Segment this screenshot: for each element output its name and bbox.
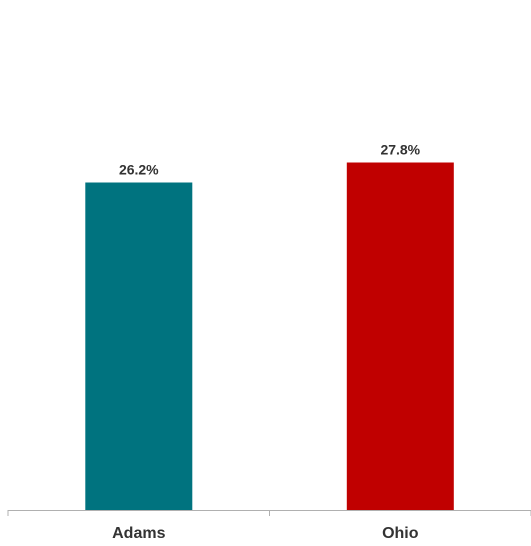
- data-label-adams: 26.2%: [119, 162, 159, 178]
- bar-adams: [85, 182, 193, 510]
- value-labels-group: 26.2% 27.8%: [119, 142, 421, 178]
- bar-ohio: [346, 162, 454, 510]
- category-label-ohio: Ohio: [382, 525, 419, 542]
- x-axis-ticks-group: [7, 510, 531, 516]
- category-label-adams: Adams: [112, 525, 165, 542]
- data-label-ohio: 27.8%: [380, 142, 420, 158]
- category-labels-group: Adams Ohio: [112, 525, 419, 542]
- bars-group: [85, 162, 454, 510]
